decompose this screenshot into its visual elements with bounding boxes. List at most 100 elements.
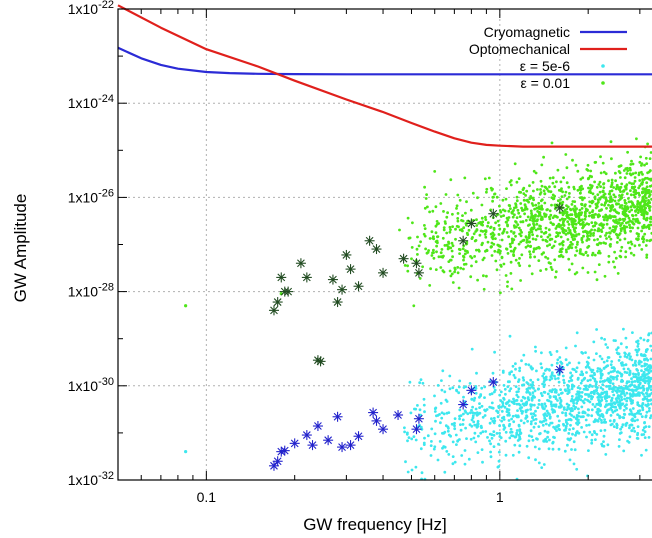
scatter-point [470,264,473,268]
scatter-point [605,199,609,203]
scatter-point [633,179,637,183]
scatter-point [567,379,571,383]
scatter-point [595,278,599,282]
scatter-point [613,199,617,203]
scatter-point [513,376,517,380]
scatter-point [517,423,521,427]
scatter-point [601,380,605,383]
scatter-point [615,408,619,412]
scatter-point [640,415,644,418]
scatter-point [430,254,434,257]
scatter-point [439,202,443,205]
scatter-point [504,220,508,224]
scatter-point [599,404,602,408]
scatter-point [509,387,513,390]
scatter-point [497,442,500,446]
scatter-point [594,382,598,386]
scatter-point [517,450,521,454]
scatter-point [514,258,518,262]
scatter-point [514,367,517,371]
scatter-point [580,351,584,354]
scatter-point [644,414,648,418]
scatter-point [480,386,484,390]
scatter-point [457,385,461,389]
scatter-point [579,177,583,181]
scatter-point [590,438,594,442]
scatter-point [628,166,632,170]
scatter-point [529,245,532,249]
scatter-point [408,380,412,384]
scatter-point [540,351,543,355]
scatter-point [637,411,641,415]
scatter-point [628,181,631,185]
scatter-point [543,402,547,406]
scatter-point [476,196,479,200]
scatter-point [609,363,613,366]
scatter-point [520,359,523,363]
scatter-point [440,411,444,415]
scatter-point [477,434,480,438]
scatter-point [593,379,597,383]
scatter-point [579,381,583,385]
scatter-point [446,429,450,433]
scatter-point [412,435,416,438]
scatter-point [646,402,650,406]
y-tick-label: 1x10-30 [68,376,114,394]
scatter-point [583,196,586,200]
scatter-point [587,238,591,241]
highlighted-point [458,399,469,410]
scatter-point [567,195,571,199]
scatter-point [646,395,649,398]
scatter-point [449,178,453,182]
scatter-point [647,377,651,381]
scatter-point [445,215,449,219]
scatter-point [602,170,606,174]
scatter-point [610,360,614,363]
scatter-point [596,369,599,373]
scatter-point [629,251,633,255]
scatter-point [621,416,625,419]
scatter-point [597,227,600,231]
scatter-point [470,237,474,241]
scatter-point [580,379,584,383]
scatter-point [544,267,548,271]
scatter-point [547,228,551,232]
scatter-point [564,153,568,156]
scatter-point [604,391,608,394]
scatter-point [574,163,578,167]
scatter-point [474,387,478,390]
scatter-point [438,440,442,443]
scatter-point [569,240,573,244]
highlighted-point [276,272,287,283]
scatter-point [616,272,620,275]
scatter-point [638,221,641,225]
scatter-point [572,208,576,212]
scatter-point [570,213,574,217]
scatter-point [594,418,597,421]
scatter-point [648,239,652,243]
scatter-point [577,396,581,400]
scatter-point [619,249,623,253]
scatter-point [608,226,612,230]
scatter-point [548,209,552,213]
scatter-point [575,249,579,253]
scatter-point [641,187,645,191]
scatter-point [566,238,570,241]
scatter-point [565,402,569,406]
scatter-point [451,255,454,259]
scatter-point [521,395,525,399]
scatter-point [596,419,599,422]
scatter-point [636,238,640,242]
scatter-point [489,245,493,249]
scatter-point [543,369,547,372]
scatter-point [485,190,488,194]
scatter-point [633,419,637,423]
scatter-point [617,218,621,222]
y-tick-label: 1x10-26 [68,187,114,205]
scatter-point [467,228,471,232]
scatter-point [481,460,484,464]
legend-label: Cryomagnetic [484,24,570,40]
scatter-point [510,287,514,291]
scatter-point [509,260,513,264]
curve-1 [117,4,652,148]
